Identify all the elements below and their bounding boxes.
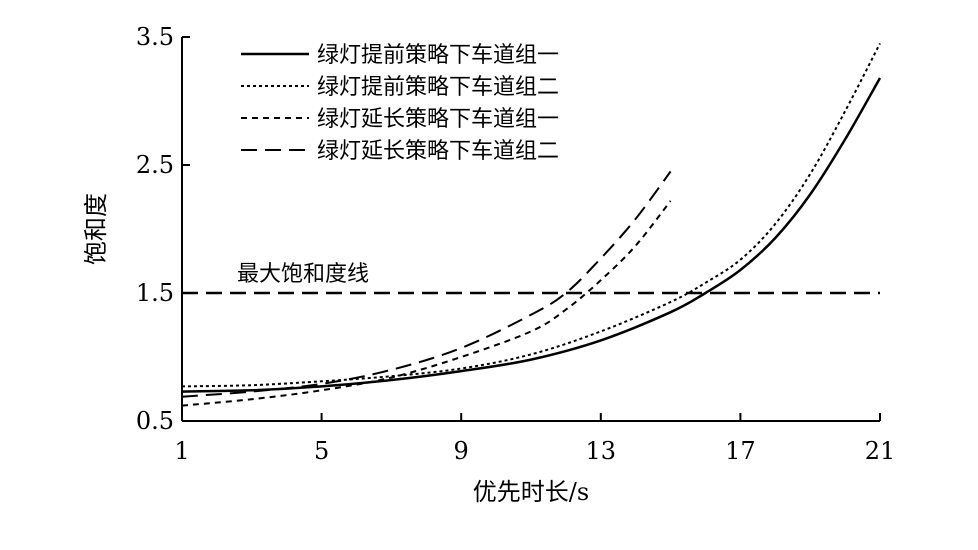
legend-label-4: 绿灯延长策略下车道组二 <box>317 139 559 164</box>
x-tick-label: 5 <box>314 437 329 465</box>
legend-label-1: 绿灯提前策略下车道组一 <box>317 43 559 68</box>
y-tick-label: 0.5 <box>136 407 174 435</box>
axes <box>181 37 880 422</box>
series-line-2 <box>181 42 881 388</box>
y-tick-label: 1.5 <box>136 279 174 307</box>
y-tick-label: 3.5 <box>136 23 174 51</box>
series-line-4 <box>181 170 672 398</box>
series-line-3 <box>181 200 672 407</box>
series-layer <box>181 42 882 407</box>
x-tick-label: 13 <box>586 437 617 465</box>
y-tick-label: 2.5 <box>136 151 174 179</box>
legend-label-2: 绿灯提前策略下车道组二 <box>317 75 559 100</box>
x-tick-label: 21 <box>865 437 896 465</box>
y-axis-title: 饱和度 <box>82 193 110 265</box>
x-tick-label: 1 <box>174 437 189 465</box>
x-tick-label: 9 <box>454 437 469 465</box>
max-saturation-label: 最大饱和度线 <box>237 262 369 287</box>
ticks: 1 5 9 13 17 21 0.5 1.5 2.5 3.5 <box>136 23 895 465</box>
x-axis-title: 优先时长/s <box>473 478 589 506</box>
legend-label-3: 绿灯延长策略下车道组一 <box>317 107 559 132</box>
series-line-1 <box>181 77 882 393</box>
x-tick-label: 17 <box>725 437 756 465</box>
legend: 绿灯提前策略下车道组一绿灯提前策略下车道组二绿灯延长策略下车道组一绿灯延长策略下… <box>241 43 559 164</box>
